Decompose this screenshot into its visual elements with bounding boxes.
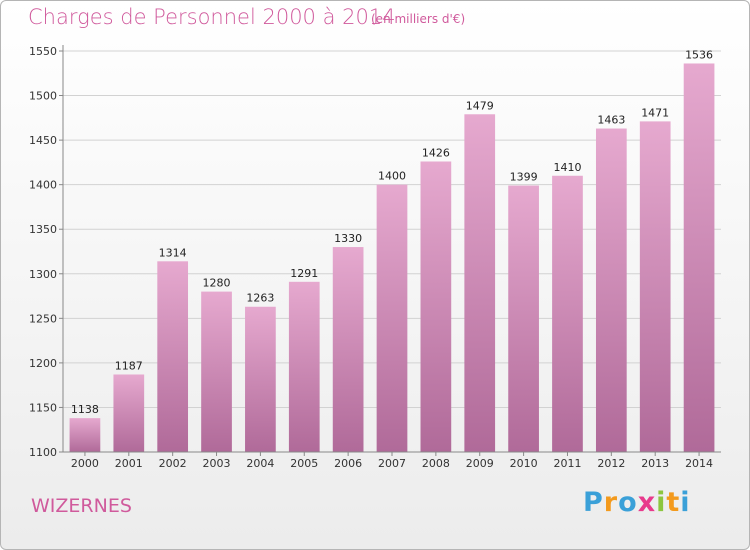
place-name: WIZERNES <box>31 495 132 517</box>
x-tick-label: 2006 <box>334 457 362 470</box>
bar <box>464 114 496 452</box>
x-tick-label: 2012 <box>597 457 625 470</box>
logo-letter: P <box>583 487 604 518</box>
chart-title: Charges de Personnel 2000 à 2014 <box>28 5 396 29</box>
bar <box>639 121 671 453</box>
y-tick-label: 1300 <box>29 268 57 281</box>
bar-value-label: 1399 <box>510 171 538 184</box>
bar <box>420 161 452 452</box>
logo-letter: r <box>603 487 619 518</box>
bar-value-label: 1463 <box>597 114 625 127</box>
y-tick-label: 1400 <box>29 179 57 192</box>
x-tick-label: 2010 <box>510 457 538 470</box>
y-tick-label: 1550 <box>29 45 57 58</box>
y-tick-label: 1500 <box>29 90 57 103</box>
bar <box>113 374 145 452</box>
bar <box>245 306 276 452</box>
x-tick-label: 2002 <box>159 457 187 470</box>
bar-value-label: 1314 <box>159 246 187 259</box>
logo-letter: x <box>637 487 657 518</box>
bar-value-label: 1330 <box>334 232 362 245</box>
bar-value-label: 1471 <box>641 106 669 119</box>
bar-value-label: 1263 <box>246 292 274 305</box>
bar-value-label: 1479 <box>466 99 494 112</box>
axes: 1100 1150 1200 1250 1300 1350 1400 1450 1500 1550… <box>29 45 721 470</box>
x-tick-label: 2014 <box>685 457 713 470</box>
x-tick-label: 2004 <box>246 457 274 470</box>
bar-value-label: 1291 <box>290 267 318 280</box>
logo-letter: o <box>618 487 638 518</box>
bar-value-label: 1400 <box>378 170 406 183</box>
bars: 1138 1187 1314 1280 1263 1291 1330 1400 1426 1479… <box>69 48 715 453</box>
bar-value-label: 1138 <box>71 403 99 416</box>
y-tick-label: 1250 <box>29 312 57 325</box>
x-tick-label: 2000 <box>71 457 99 470</box>
y-tick-label: 1150 <box>29 401 57 414</box>
bar <box>595 128 627 452</box>
bar-value-label: 1426 <box>422 146 450 159</box>
bar <box>157 261 189 452</box>
bar <box>201 291 232 452</box>
x-tick-label: 2011 <box>553 457 581 470</box>
x-tick-label: 2013 <box>641 457 669 470</box>
y-tick-label: 1350 <box>29 223 57 236</box>
bar <box>376 184 408 452</box>
x-tick-label: 2001 <box>115 457 143 470</box>
x-tick-label: 2007 <box>378 457 406 470</box>
x-tick-label: 2009 <box>466 457 494 470</box>
logo-letter: i <box>656 487 667 518</box>
bar-value-label: 1410 <box>553 161 581 174</box>
bar-value-label: 1536 <box>685 48 713 61</box>
bar <box>332 247 364 452</box>
y-tick-label: 1100 <box>29 446 57 459</box>
chart-subtitle: (en milliers d'€) <box>371 12 466 26</box>
bar <box>288 281 320 452</box>
y-tick-label: 1450 <box>29 134 57 147</box>
bar <box>552 175 583 452</box>
x-tick-label: 2005 <box>290 457 318 470</box>
bar-value-label: 1187 <box>115 359 143 372</box>
proxiti-logo: Proxiti <box>583 487 691 518</box>
bar <box>69 418 101 452</box>
bar-value-label: 1280 <box>203 277 231 290</box>
logo-letter: t <box>666 487 681 518</box>
bar <box>683 63 715 452</box>
x-tick-label: 2008 <box>422 457 450 470</box>
y-tick-label: 1200 <box>29 357 57 370</box>
logo-letter: i <box>680 487 691 518</box>
x-tick-label: 2003 <box>203 457 231 470</box>
bar <box>508 185 539 452</box>
